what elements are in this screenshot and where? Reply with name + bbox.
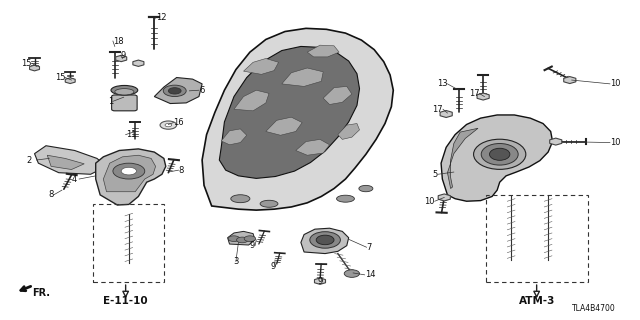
- Ellipse shape: [111, 85, 138, 95]
- Text: 9: 9: [250, 241, 255, 250]
- Text: ATM-3: ATM-3: [518, 296, 555, 306]
- Text: 10: 10: [610, 138, 620, 147]
- Polygon shape: [338, 124, 360, 140]
- Polygon shape: [220, 46, 360, 178]
- Text: 15: 15: [54, 73, 65, 82]
- Circle shape: [344, 270, 360, 277]
- Polygon shape: [228, 231, 255, 245]
- Circle shape: [168, 88, 181, 94]
- Text: 6: 6: [199, 86, 204, 95]
- Ellipse shape: [490, 148, 510, 160]
- Polygon shape: [47, 155, 84, 170]
- Text: 9: 9: [270, 262, 275, 271]
- Circle shape: [160, 121, 177, 129]
- Text: 9: 9: [120, 51, 126, 60]
- Circle shape: [165, 124, 172, 127]
- Bar: [486, 195, 588, 282]
- Ellipse shape: [231, 195, 250, 203]
- Text: 16: 16: [173, 118, 184, 127]
- Circle shape: [113, 163, 145, 179]
- Circle shape: [244, 236, 255, 242]
- FancyBboxPatch shape: [111, 95, 137, 111]
- Text: 1: 1: [108, 97, 113, 106]
- Text: 8: 8: [179, 166, 184, 175]
- Polygon shape: [103, 155, 156, 192]
- Bar: [93, 204, 164, 282]
- Polygon shape: [221, 129, 246, 145]
- Polygon shape: [96, 149, 166, 205]
- Ellipse shape: [474, 139, 526, 169]
- Polygon shape: [282, 68, 323, 86]
- Ellipse shape: [481, 143, 518, 165]
- Text: 11: 11: [125, 130, 136, 139]
- Polygon shape: [296, 140, 330, 155]
- Polygon shape: [447, 128, 478, 188]
- Polygon shape: [307, 45, 339, 57]
- Text: 17: 17: [433, 105, 443, 114]
- Polygon shape: [266, 117, 302, 135]
- Text: 4: 4: [71, 174, 77, 184]
- Polygon shape: [323, 86, 352, 105]
- Polygon shape: [234, 90, 269, 111]
- Text: 5: 5: [433, 170, 438, 179]
- Polygon shape: [35, 146, 106, 174]
- Text: 13: 13: [437, 79, 447, 88]
- Text: 15: 15: [22, 59, 32, 68]
- Text: 3: 3: [233, 257, 239, 266]
- Text: 2: 2: [27, 156, 32, 164]
- Text: E-11-10: E-11-10: [103, 296, 148, 306]
- Text: 18: 18: [113, 36, 124, 45]
- Text: 10: 10: [610, 79, 620, 88]
- Text: 12: 12: [156, 13, 166, 22]
- Ellipse shape: [337, 195, 355, 202]
- Text: FR.: FR.: [33, 288, 51, 298]
- Text: TLA4B4700: TLA4B4700: [572, 304, 616, 313]
- Text: 7: 7: [367, 243, 372, 252]
- Ellipse shape: [359, 185, 373, 192]
- Text: 8: 8: [48, 190, 54, 199]
- Polygon shape: [441, 115, 552, 201]
- Circle shape: [163, 85, 186, 97]
- Text: 9: 9: [317, 277, 323, 286]
- Polygon shape: [202, 28, 394, 210]
- Text: 14: 14: [365, 270, 375, 279]
- Polygon shape: [244, 59, 278, 74]
- Circle shape: [237, 237, 248, 243]
- Circle shape: [228, 236, 240, 242]
- Circle shape: [121, 167, 136, 175]
- Polygon shape: [154, 77, 202, 104]
- Text: 10: 10: [424, 197, 435, 206]
- Ellipse shape: [260, 200, 278, 207]
- Ellipse shape: [310, 232, 340, 248]
- Polygon shape: [301, 228, 349, 253]
- Ellipse shape: [316, 235, 334, 245]
- Ellipse shape: [115, 89, 134, 95]
- Text: 17: 17: [468, 89, 479, 98]
